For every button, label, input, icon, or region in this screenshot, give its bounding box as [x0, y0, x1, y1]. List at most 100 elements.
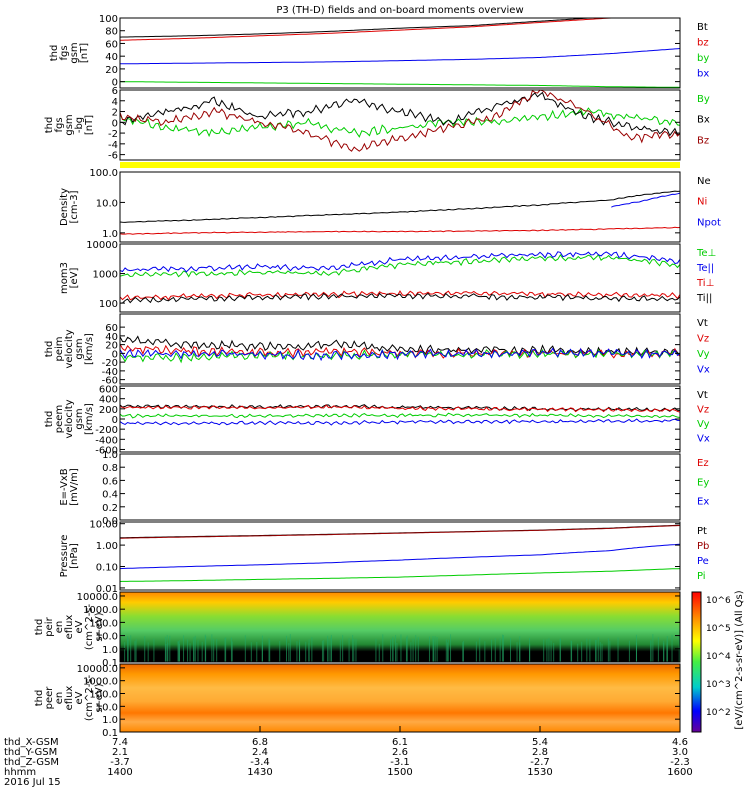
series-line-density: [120, 191, 680, 222]
panel-frame: [120, 386, 680, 452]
y-axis-label: [mV/m]: [69, 468, 80, 506]
flag-bar: [120, 162, 680, 168]
y-tick-label: 1.00: [96, 541, 118, 552]
y-tick-label: 100: [99, 14, 118, 25]
legend-entry: Pt: [697, 526, 707, 537]
legend-entry: Te⊥: [696, 248, 716, 259]
colorbar-tick-label: 10^5: [706, 624, 731, 634]
legend-entry: Vz: [697, 405, 709, 416]
y-tick-label: 10000.0: [77, 664, 118, 675]
series-line-pressure: [120, 526, 680, 539]
legend-entry: by: [697, 53, 709, 64]
y-tick-label: 10.00: [89, 520, 118, 531]
series-line-fgs_dsl: [120, 93, 680, 136]
legend-entry: Vx: [697, 434, 710, 445]
legend-entry: Ex: [697, 497, 709, 508]
series-line-fgs: [120, 18, 680, 40]
panel-efield: 1.00.80.60.40.20.0E=-VxB [mV/m]EzEyEx: [59, 450, 709, 527]
colorbar-tick-label: 10^2: [706, 708, 731, 718]
y-tick-label: 0: [112, 118, 118, 129]
colorbar-tick-label: 10^4: [706, 652, 731, 662]
panel-ele_spec: 10000.01000.0100.010.01.00.1thd peer en efl…: [34, 664, 680, 739]
panel-pressure: 10.00 1.00 0.10 0.01 Pressure [nPa] Pt Pb Pe Pi: [59, 520, 709, 595]
y-tick-label: 40: [105, 52, 118, 63]
series-line-ve: [120, 405, 680, 412]
y-tick-label: 0.10: [96, 563, 118, 574]
panel-density: 100.010.01.0Density [cm-3]NeNiNpot: [59, 168, 721, 242]
legend-entry: Te||: [696, 263, 714, 274]
series-line-fgs: [120, 49, 680, 64]
y-tick-label: 100.0: [89, 168, 118, 179]
panel-frame: [120, 244, 680, 312]
date-label: 2016 Jul 15: [4, 777, 61, 788]
y-axis-label: sr-eV): [94, 612, 105, 641]
legend-entry: Vy: [697, 349, 710, 360]
y-axis-label: [cm-3]: [69, 190, 80, 223]
panels: 100806040200thd fgs gsm [nT]Btbzbybx6420-2-…: [34, 14, 721, 739]
y-tick-label: 6: [112, 86, 118, 97]
y-tick-label: 10000: [86, 240, 118, 251]
series-line-density: [120, 227, 680, 234]
y-tick-label: 100: [99, 299, 118, 310]
panel-ve: 6004002000-200-400-600 thd peem velocity gsm…: [44, 385, 710, 457]
y-tick-label: 2: [112, 108, 118, 119]
ephemeris-value: 1500: [387, 767, 412, 778]
legend-entry: Ne: [697, 176, 711, 187]
y-tick-label: 1.0: [102, 715, 118, 726]
y-tick-label: 1.0: [102, 645, 118, 656]
panel-frame: [120, 314, 680, 384]
legend-entry: Ez: [697, 458, 709, 469]
y-tick-label: 20: [105, 65, 118, 76]
legend-entry: Bt: [697, 22, 708, 33]
legend-entry: bx: [697, 69, 709, 80]
ephemeris-value: 1400: [107, 767, 132, 778]
series-line-fgs_dsl: [120, 90, 680, 151]
series-line-ve: [120, 405, 680, 412]
legend-entry: Vy: [697, 419, 710, 430]
y-tick-label: -6: [108, 151, 118, 162]
y-tick-label: 60: [105, 39, 118, 50]
panel-frame: [120, 454, 680, 520]
y-axis-label: [eV]: [69, 268, 80, 289]
y-axis-label: [nT]: [84, 115, 95, 135]
y-tick-label: -2: [108, 129, 118, 140]
y-tick-label: 1000: [93, 270, 118, 281]
series-line-pressure: [120, 569, 680, 582]
y-axis-label: sr-eV): [94, 683, 105, 712]
panel-temp: 10000 1000 100 mom3 [eV] Te⊥ Te|| Ti⊥ Ti||: [59, 240, 716, 312]
series-line-fgs: [120, 82, 680, 88]
legend-entry: Bz: [697, 135, 709, 146]
legend-entry: Pe: [697, 556, 709, 567]
colorbar-tick-label: 10^6: [706, 596, 731, 606]
legend-entry: Vt: [697, 318, 708, 329]
y-axis-label: [km/s]: [84, 403, 95, 435]
series-line-pressure: [120, 525, 680, 538]
y-tick-label: 0.6: [102, 476, 118, 487]
y-tick-label: 80: [105, 27, 118, 38]
y-tick-label: 10.0: [96, 198, 118, 209]
series-line-fgs: [120, 18, 680, 37]
series-line-temp: [120, 252, 680, 272]
ephemeris-value: 1430: [247, 767, 272, 778]
series-line-ve: [120, 413, 680, 418]
y-tick-label: 4: [112, 97, 118, 108]
legend-entry: Npot: [697, 217, 721, 228]
colorbar-label: [eV/(cm^2-s-sr-eV)] (All Qs): [734, 590, 745, 729]
panel-fgs: 100806040200thd fgs gsm [nT]Btbzbybx: [49, 14, 709, 89]
legend-entry: Vt: [697, 390, 708, 401]
panel-fgs_dsl: 6420-2-4-6 thd fgs gsm -bg [nT] By Bx Bz: [44, 86, 710, 162]
y-tick-label: 1.0: [102, 450, 118, 461]
legend-entry: Ey: [697, 477, 709, 488]
y-axis-label: [km/s]: [84, 333, 95, 365]
series-line-temp: [120, 255, 680, 277]
y-tick-label: 0.4: [102, 490, 118, 501]
legend-entry: Bx: [697, 115, 710, 126]
y-tick-label: 0.8: [102, 463, 118, 474]
legend-entry: By: [697, 94, 710, 105]
ephemeris-value: 1530: [527, 767, 552, 778]
legend-entry: Ti||: [696, 293, 712, 304]
panel-ion_spec: 10000.0 1000.0 100.0 10.0 1.0 0.1 thd peir en efl…: [34, 592, 680, 669]
panel-vi: 6040200-20-40-60 thd peim velocity gsm [km/s]…: [44, 314, 710, 387]
legend-entry: Ti⊥: [696, 278, 714, 289]
